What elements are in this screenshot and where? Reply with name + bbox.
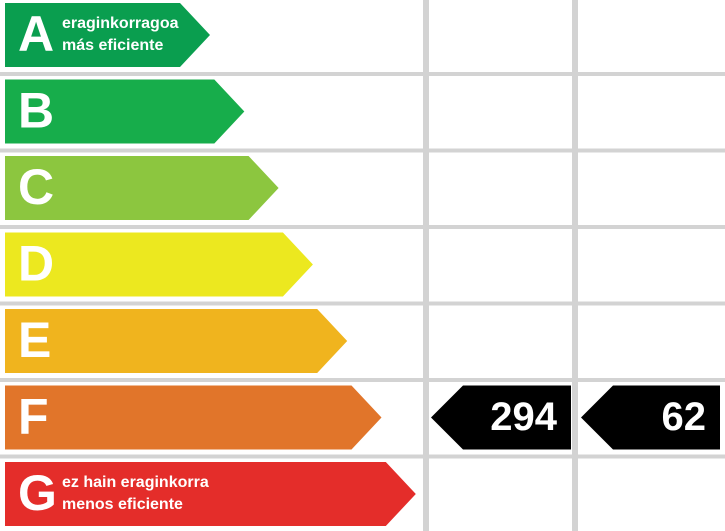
grid-line: [423, 0, 429, 531]
grid-line: [0, 148, 725, 153]
rating-caption: más eficiente: [62, 37, 163, 54]
rating-value: 294: [490, 395, 557, 439]
rating-indicator: [581, 385, 720, 450]
rating-caption: eraginkorragoa: [62, 15, 179, 32]
grid: [423, 0, 578, 531]
rating-arrow: [5, 3, 210, 67]
grid-line: [0, 454, 725, 459]
grid-line: [572, 0, 578, 531]
rating-arrow: [5, 385, 382, 450]
grid-line: [0, 225, 725, 229]
rating-letter: B: [18, 83, 54, 139]
rating-letter: D: [18, 236, 54, 292]
rating-arrow: [5, 232, 313, 297]
grid-line: [0, 378, 725, 382]
rating-letter: E: [18, 312, 51, 368]
rating-letter: A: [18, 6, 54, 62]
grid-line: [0, 301, 725, 306]
grid-line: [0, 72, 725, 76]
rating-caption: ez hain eraginkorra: [62, 474, 209, 491]
rating-caption: menos eficiente: [62, 496, 183, 513]
rating-arrow: [5, 309, 348, 373]
rating-letter: G: [18, 465, 57, 521]
rating-arrow: [5, 462, 416, 526]
rating-value: 62: [662, 395, 707, 439]
rating-letter: F: [18, 389, 49, 445]
rating-letter: C: [18, 159, 54, 215]
rating-indicator: [431, 385, 571, 450]
rating-arrow: [5, 79, 245, 144]
rating-arrow: [5, 156, 279, 220]
